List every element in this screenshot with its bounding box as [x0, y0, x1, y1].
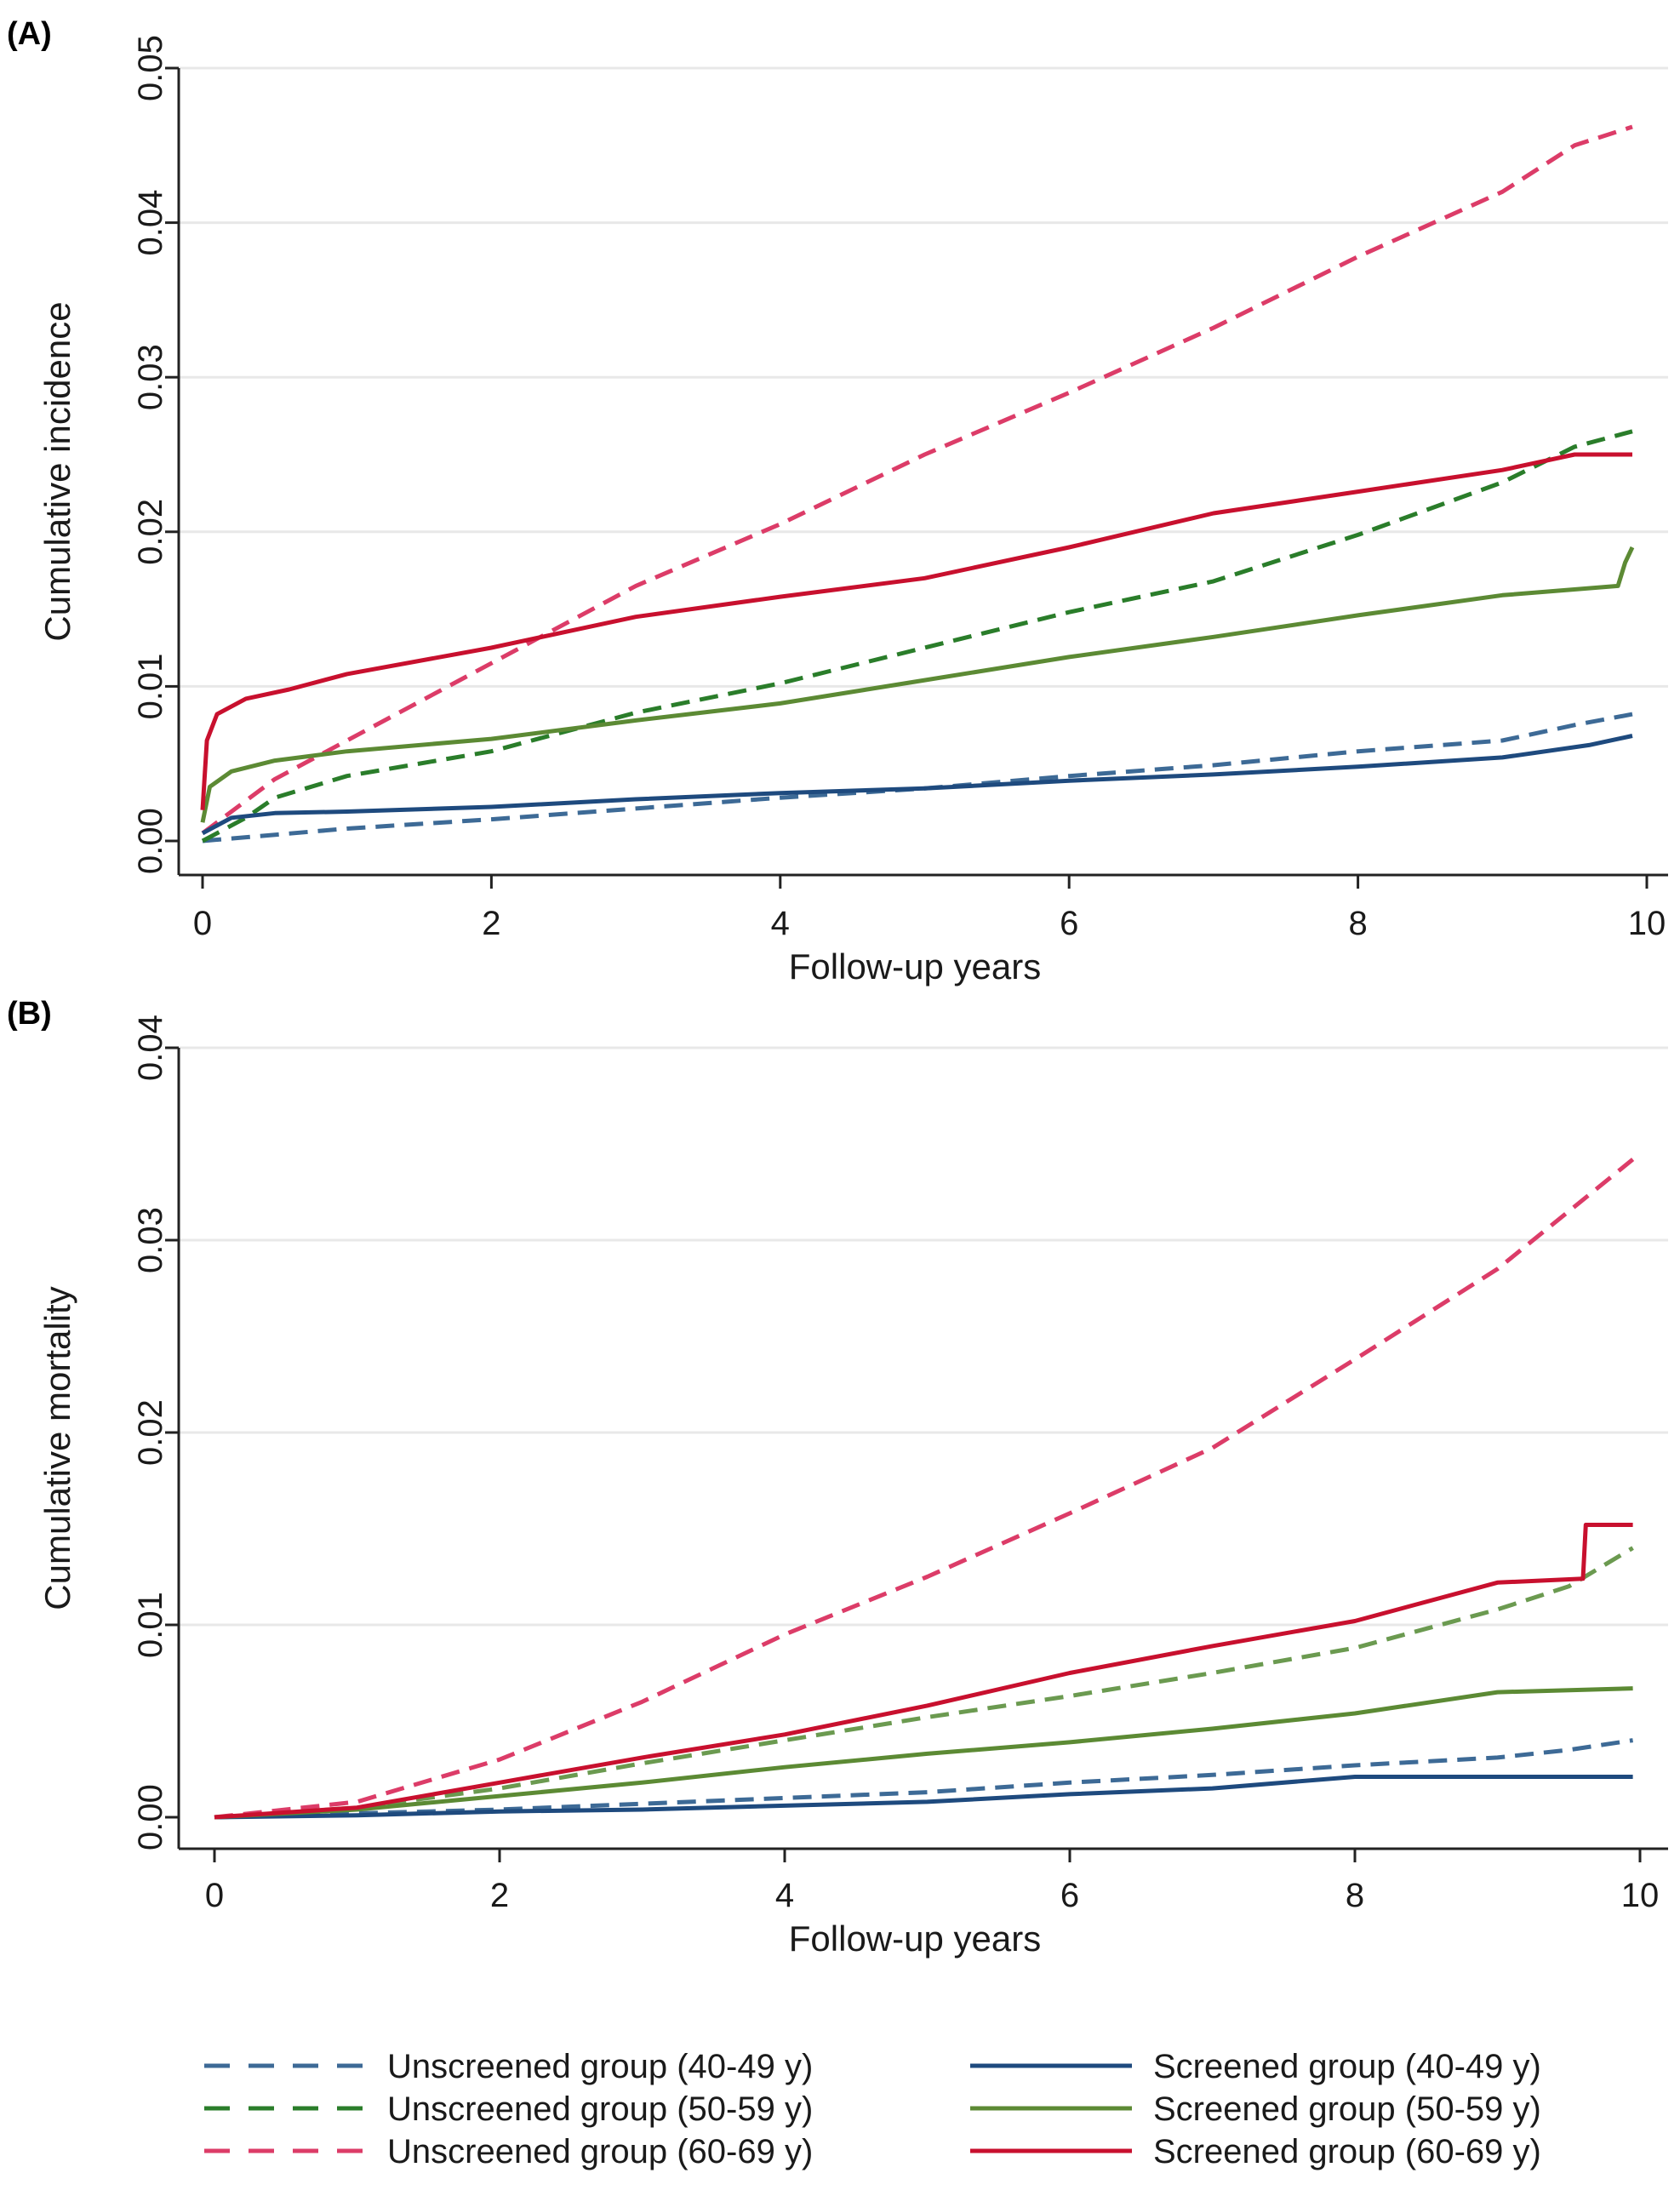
panel-a-series-unscreened-group-60-69-y: [201, 124, 1633, 835]
panel-a-x-tick-label: 2: [482, 905, 500, 942]
panel-b-label: (B): [7, 996, 52, 1032]
panel-a-series-screened-group-40-49-y: [201, 734, 1633, 836]
panel-a-series-unscreened-group-40-49-y: [202, 712, 1633, 844]
panel-a-y-tick-label: 0.03: [132, 344, 169, 410]
panel-a-series-screened-group-60-69-y: [200, 452, 1632, 810]
panel-b-x-tick-label: 0: [205, 1877, 224, 1914]
panel-a-x-axis-title: Follow-up years: [789, 946, 1041, 986]
panel-a-x-tick-label: 8: [1348, 905, 1367, 942]
panel-b-y-axis-title: Cumulative mortality: [37, 1286, 77, 1610]
panel-a-x-tick-label: 4: [771, 905, 790, 942]
panel-a-y-tick-label: 0.04: [132, 190, 169, 256]
panel-a-series-screened-group-50-59-y: [200, 546, 1635, 823]
panel-a-y-tick-label: 0.00: [132, 808, 169, 874]
panel-b-y-tick-label: 0.02: [132, 1399, 169, 1466]
legend-label-screened-group-50-59-y: Screened group (50-59 y): [1153, 2090, 1541, 2128]
legend-label-unscreened-group-50-59-y: Unscreened group (50-59 y): [387, 2090, 813, 2128]
panel-b-x-tick-label: 4: [775, 1877, 794, 1914]
panel-a: (A) 0.00 0.01 0.02 0.03 0.04 0.05 0 2 4 6 8 10 Follow…: [7, 16, 1668, 986]
panel-b-x-tick-label: 10: [1621, 1877, 1660, 1914]
legend-label-unscreened-group-60-69-y: Unscreened group (60-69 y): [387, 2133, 813, 2170]
panel-a-series-unscreened-group-50-59-y: [201, 429, 1633, 844]
panel-b-series-screened-group-40-49-y: [214, 1775, 1633, 1820]
panel-b-y-tick-label: 0.00: [132, 1784, 169, 1850]
panel-b-y-tick-label: 0.01: [132, 1592, 169, 1658]
panel-a-y-axis-title: Cumulative incidence: [37, 301, 77, 641]
panel-a-x-tick-label: 6: [1060, 905, 1078, 942]
panel-b-series-screened-group-50-59-y: [214, 1686, 1633, 1820]
panel-a-y-tick-label: 0.02: [132, 499, 169, 565]
legend-label-screened-group-60-69-y: Screened group (60-69 y): [1153, 2133, 1541, 2170]
panel-b-y-tick-label: 0.03: [132, 1207, 169, 1273]
legend-label-unscreened-group-40-49-y: Unscreened group (40-49 y): [387, 2048, 813, 2085]
panel-a-label: (A): [7, 16, 52, 52]
panel-b-series-unscreened-group-60-69-y: [214, 1158, 1635, 1820]
panel-b-x-axis-title: Follow-up years: [789, 1919, 1041, 1959]
panel-b-y-tick-label: 0.04: [132, 1015, 169, 1081]
panel-b-series-screened-group-60-69-y: [214, 1523, 1633, 1820]
panel-a-x-tick-label: 0: [193, 905, 212, 942]
panel-b-x-tick-label: 6: [1060, 1877, 1079, 1914]
panel-a-y-tick-label: 0.01: [132, 653, 169, 719]
panel-b-x-tick-label: 2: [490, 1877, 509, 1914]
legend-label-screened-group-40-49-y: Screened group (40-49 y): [1153, 2048, 1541, 2085]
panel-a-x-tick-label: 10: [1628, 905, 1666, 942]
panel-b: (B) 0.00 0.01 0.02 0.03 0.04 0 2 4 6 8 10 Follow-up …: [7, 996, 1668, 1959]
legend: Unscreened group (40-49 y) Screened group…: [204, 2048, 1541, 2170]
panel-b-x-tick-label: 8: [1346, 1877, 1364, 1914]
panel-a-y-tick-label: 0.05: [132, 35, 169, 101]
panel-b-series-unscreened-group-50-59-y: [214, 1546, 1634, 1820]
